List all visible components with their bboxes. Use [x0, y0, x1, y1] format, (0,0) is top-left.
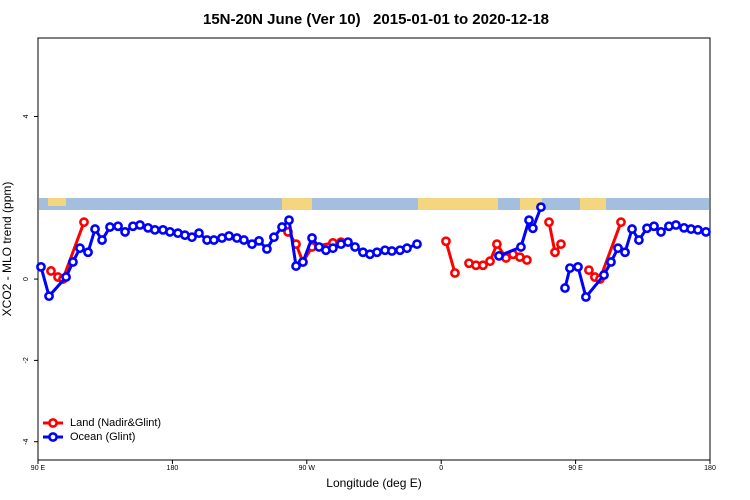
data-point [135, 220, 145, 230]
data-point [450, 268, 460, 278]
data-point [613, 243, 623, 254]
data-point [701, 227, 711, 237]
y-tick-label: -2 [23, 357, 30, 363]
data-point [544, 217, 554, 228]
data-point [485, 256, 495, 267]
y-axis-label: XCO2 - MLO trend (ppm) [0, 182, 14, 317]
data-point [583, 265, 594, 276]
data-point [61, 272, 71, 282]
data-point [79, 217, 89, 228]
data-point [113, 221, 123, 232]
data-point [565, 263, 575, 274]
data-point [165, 227, 175, 237]
data-point [298, 257, 308, 267]
data-point [224, 231, 234, 241]
data-point [656, 227, 666, 237]
data-point [97, 235, 107, 245]
data-point [187, 232, 197, 243]
data-point [620, 247, 630, 258]
y-tick-label: 4 [23, 114, 30, 118]
data-point [522, 255, 532, 265]
data-point [328, 243, 338, 254]
data-point [634, 235, 644, 245]
data-point [284, 215, 294, 226]
legend-marker [48, 418, 58, 428]
data-point [478, 260, 488, 271]
data-point [671, 220, 681, 230]
legend-label: Ocean (Glint) [70, 431, 135, 443]
data-point [616, 217, 626, 228]
chart-title: 15N-20N June (Ver 10) 2015-01-01 to 2020… [203, 11, 549, 28]
data-point [606, 257, 616, 267]
data-point [516, 242, 526, 252]
data-point [83, 247, 93, 258]
data-point [372, 247, 382, 258]
legend-label: Land (Nadir&Glint) [70, 417, 161, 429]
data-point [343, 237, 353, 247]
x-tick-label: 180 [704, 465, 716, 472]
data-point [524, 215, 534, 226]
data-point [492, 239, 502, 250]
data-point [90, 224, 100, 234]
data-point [239, 235, 249, 245]
x-tick-label: 90 E [31, 465, 46, 472]
data-point [120, 227, 130, 237]
data-point [44, 291, 54, 302]
data-point [550, 247, 560, 258]
data-point [573, 261, 583, 272]
legend: Land (Nadir&Glint) Ocean (Glint) [43, 417, 161, 443]
data-point [269, 232, 279, 243]
data-point [262, 244, 272, 254]
data-point [36, 261, 46, 272]
data-point [536, 202, 546, 213]
data-point [412, 239, 422, 250]
data-point [560, 283, 570, 293]
x-axis-label: Longitude (deg E) [326, 476, 421, 490]
data-point [693, 224, 703, 235]
data-point [599, 270, 609, 280]
data-point [581, 292, 591, 302]
x-tick-label: 180 [167, 465, 179, 472]
data-point [68, 257, 78, 267]
data-point [46, 266, 56, 276]
data-point [402, 243, 412, 254]
data-point [494, 251, 504, 261]
data-point [649, 221, 659, 232]
x-tick-label: 90 E [568, 465, 583, 472]
data-point [441, 236, 451, 247]
data-point [105, 222, 115, 232]
data-point [277, 222, 287, 232]
data-point [291, 261, 301, 271]
y-tick-label: -4 [23, 438, 30, 444]
y-tick-label: 0 [23, 277, 30, 281]
x-tick-label: 0 [439, 465, 443, 472]
x-tick-label: 90 W [299, 465, 316, 472]
data-point [209, 235, 219, 245]
data-point [150, 224, 160, 235]
legend-marker [48, 432, 58, 442]
data-point [387, 246, 397, 256]
data-point [350, 242, 360, 252]
data-point [75, 243, 85, 254]
plot-frame [37, 37, 711, 461]
data-point [307, 233, 317, 243]
map-strip [39, 198, 709, 210]
data-point [254, 235, 264, 246]
data-point [556, 239, 566, 250]
data-point [194, 228, 204, 239]
data-point [527, 223, 538, 234]
data-point [627, 224, 637, 234]
